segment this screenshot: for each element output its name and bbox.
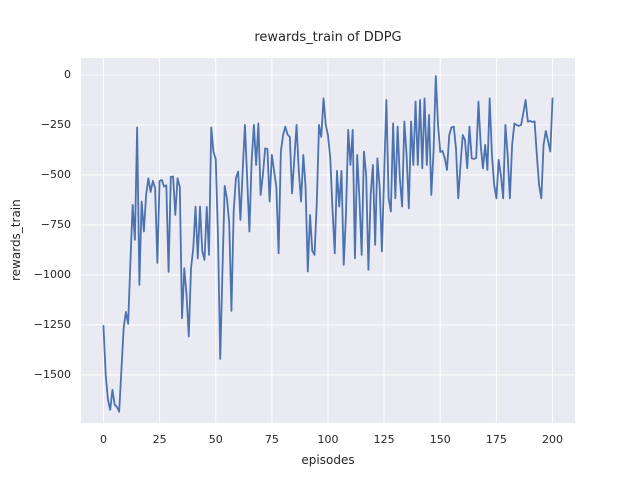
y-tick-label: −750 bbox=[40, 217, 71, 231]
line-chart-svg bbox=[81, 58, 575, 423]
x-axis-label: episodes bbox=[301, 453, 355, 467]
y-tick-label: −1000 bbox=[33, 267, 71, 281]
y-tick-label: −500 bbox=[40, 167, 71, 181]
x-tick-label: 200 bbox=[542, 433, 564, 446]
y-tick-label: −250 bbox=[40, 117, 71, 131]
y-tick-label: −1250 bbox=[33, 317, 71, 331]
x-tick-label: 0 bbox=[99, 433, 107, 446]
x-tick-label: 125 bbox=[373, 433, 395, 446]
x-tick-label: 75 bbox=[264, 433, 279, 446]
plot-area bbox=[81, 58, 575, 423]
chart-title: rewards_train of DDPG bbox=[254, 30, 402, 45]
x-tick-label: 175 bbox=[485, 433, 507, 446]
x-tick-label: 50 bbox=[208, 433, 223, 446]
x-tick-label: 150 bbox=[429, 433, 451, 446]
y-tick-label: −1500 bbox=[33, 367, 71, 381]
x-tick-label: 25 bbox=[152, 433, 167, 446]
y-tick-label: 0 bbox=[64, 67, 71, 81]
reward-line bbox=[102, 75, 554, 413]
x-tick-label: 100 bbox=[317, 433, 339, 446]
